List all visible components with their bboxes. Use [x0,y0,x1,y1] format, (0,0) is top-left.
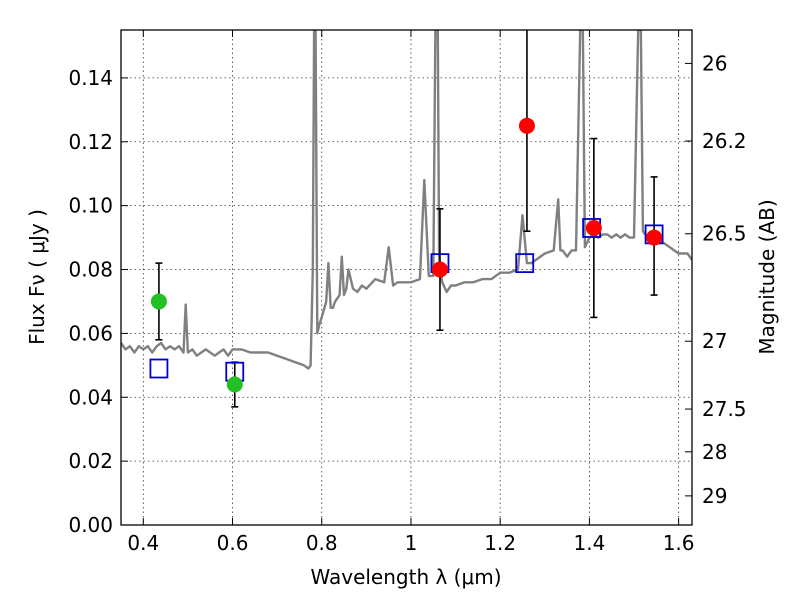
series-layer [121,30,692,408]
data-point [150,293,167,310]
plot-frame [120,29,693,526]
x-tick-label: 0.4 [127,531,159,555]
y2-tick-label: 26.2 [702,129,747,153]
y-tick-label: 0.14 [68,66,113,90]
data-point [431,261,448,278]
y-tick-label: 0.08 [68,258,113,282]
data-point [646,229,663,246]
y2-tick-label: 26 [702,51,727,75]
data-point [518,117,535,134]
y-tick-label: 0.02 [68,449,113,473]
x-tick-label: 1.2 [484,531,516,555]
grid [121,30,692,525]
x-tick-label: 0.6 [217,531,249,555]
y2-tick-label: 29 [702,484,727,508]
x-tick-label: 1 [405,531,418,555]
data-point [585,220,602,236]
spectrum-line [121,30,692,370]
y-axis-label: Flux Fν ( μJy ) [25,209,49,345]
y-tick-label: 0.06 [68,321,113,345]
y-tick-label: 0.10 [68,194,113,218]
y2-tick-label: 26.5 [702,222,747,246]
y2-tick-label: 28 [702,440,727,464]
model-square-marker [515,253,535,274]
y2-axis-label: Magnitude (AB) [755,199,779,354]
y-tick-label: 0.12 [68,130,113,154]
x-axis-label: Wavelength λ (μm) [310,565,501,589]
y2-tick-label: 27.5 [702,397,747,421]
data-point [226,376,243,393]
y-tick-label: 0.00 [68,513,113,537]
x-tick-label: 1.6 [663,531,695,555]
ticks: 0.4 0.6 0.8 1 1.2 1.4 1.6 0.00 0.02 0.04 0.06 0.08 0… [68,30,747,555]
x-tick-label: 0.8 [306,531,338,555]
y-tick-label: 0.04 [68,385,113,409]
x-tick-label: 1.4 [573,531,605,555]
y2-tick-label: 27 [702,329,727,353]
model-square-marker [149,358,169,379]
